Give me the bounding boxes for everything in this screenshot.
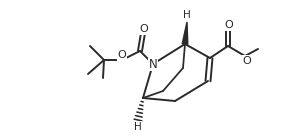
Text: O: O	[225, 20, 233, 30]
Text: H: H	[134, 122, 142, 132]
Text: N: N	[149, 58, 157, 70]
Text: O: O	[140, 24, 148, 34]
Text: H: H	[183, 10, 191, 20]
Polygon shape	[182, 22, 188, 44]
Text: O: O	[118, 50, 126, 60]
Text: O: O	[242, 56, 251, 66]
